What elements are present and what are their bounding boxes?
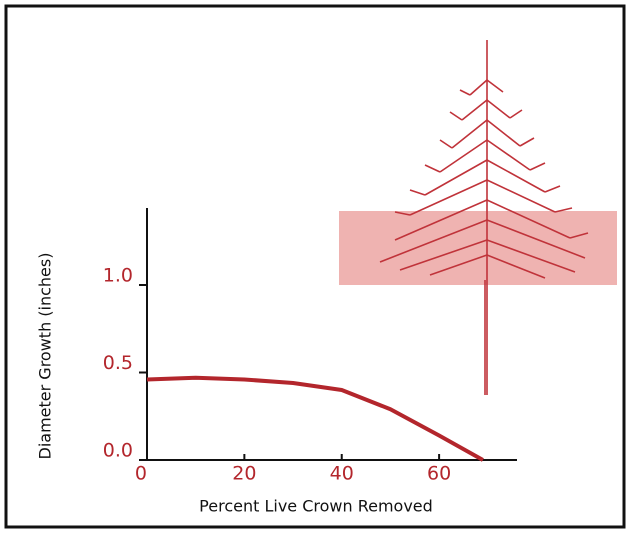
- x-axis-title: Percent Live Crown Removed: [199, 497, 433, 516]
- y-tick-label: 0.0: [103, 440, 133, 462]
- x-tick-label: 0: [135, 463, 147, 485]
- chart: Percent Live Crown Removed Diameter Grow…: [0, 0, 630, 533]
- x-tick-label: 40: [330, 463, 354, 485]
- y-tick-label: 1.0: [103, 265, 133, 287]
- crown-band: [339, 211, 617, 285]
- x-tick-label: 60: [427, 463, 451, 485]
- y-axis-title: Diameter Growth (inches): [36, 253, 55, 460]
- x-tick-label: 20: [232, 463, 256, 485]
- y-tick-label: 0.5: [103, 352, 133, 374]
